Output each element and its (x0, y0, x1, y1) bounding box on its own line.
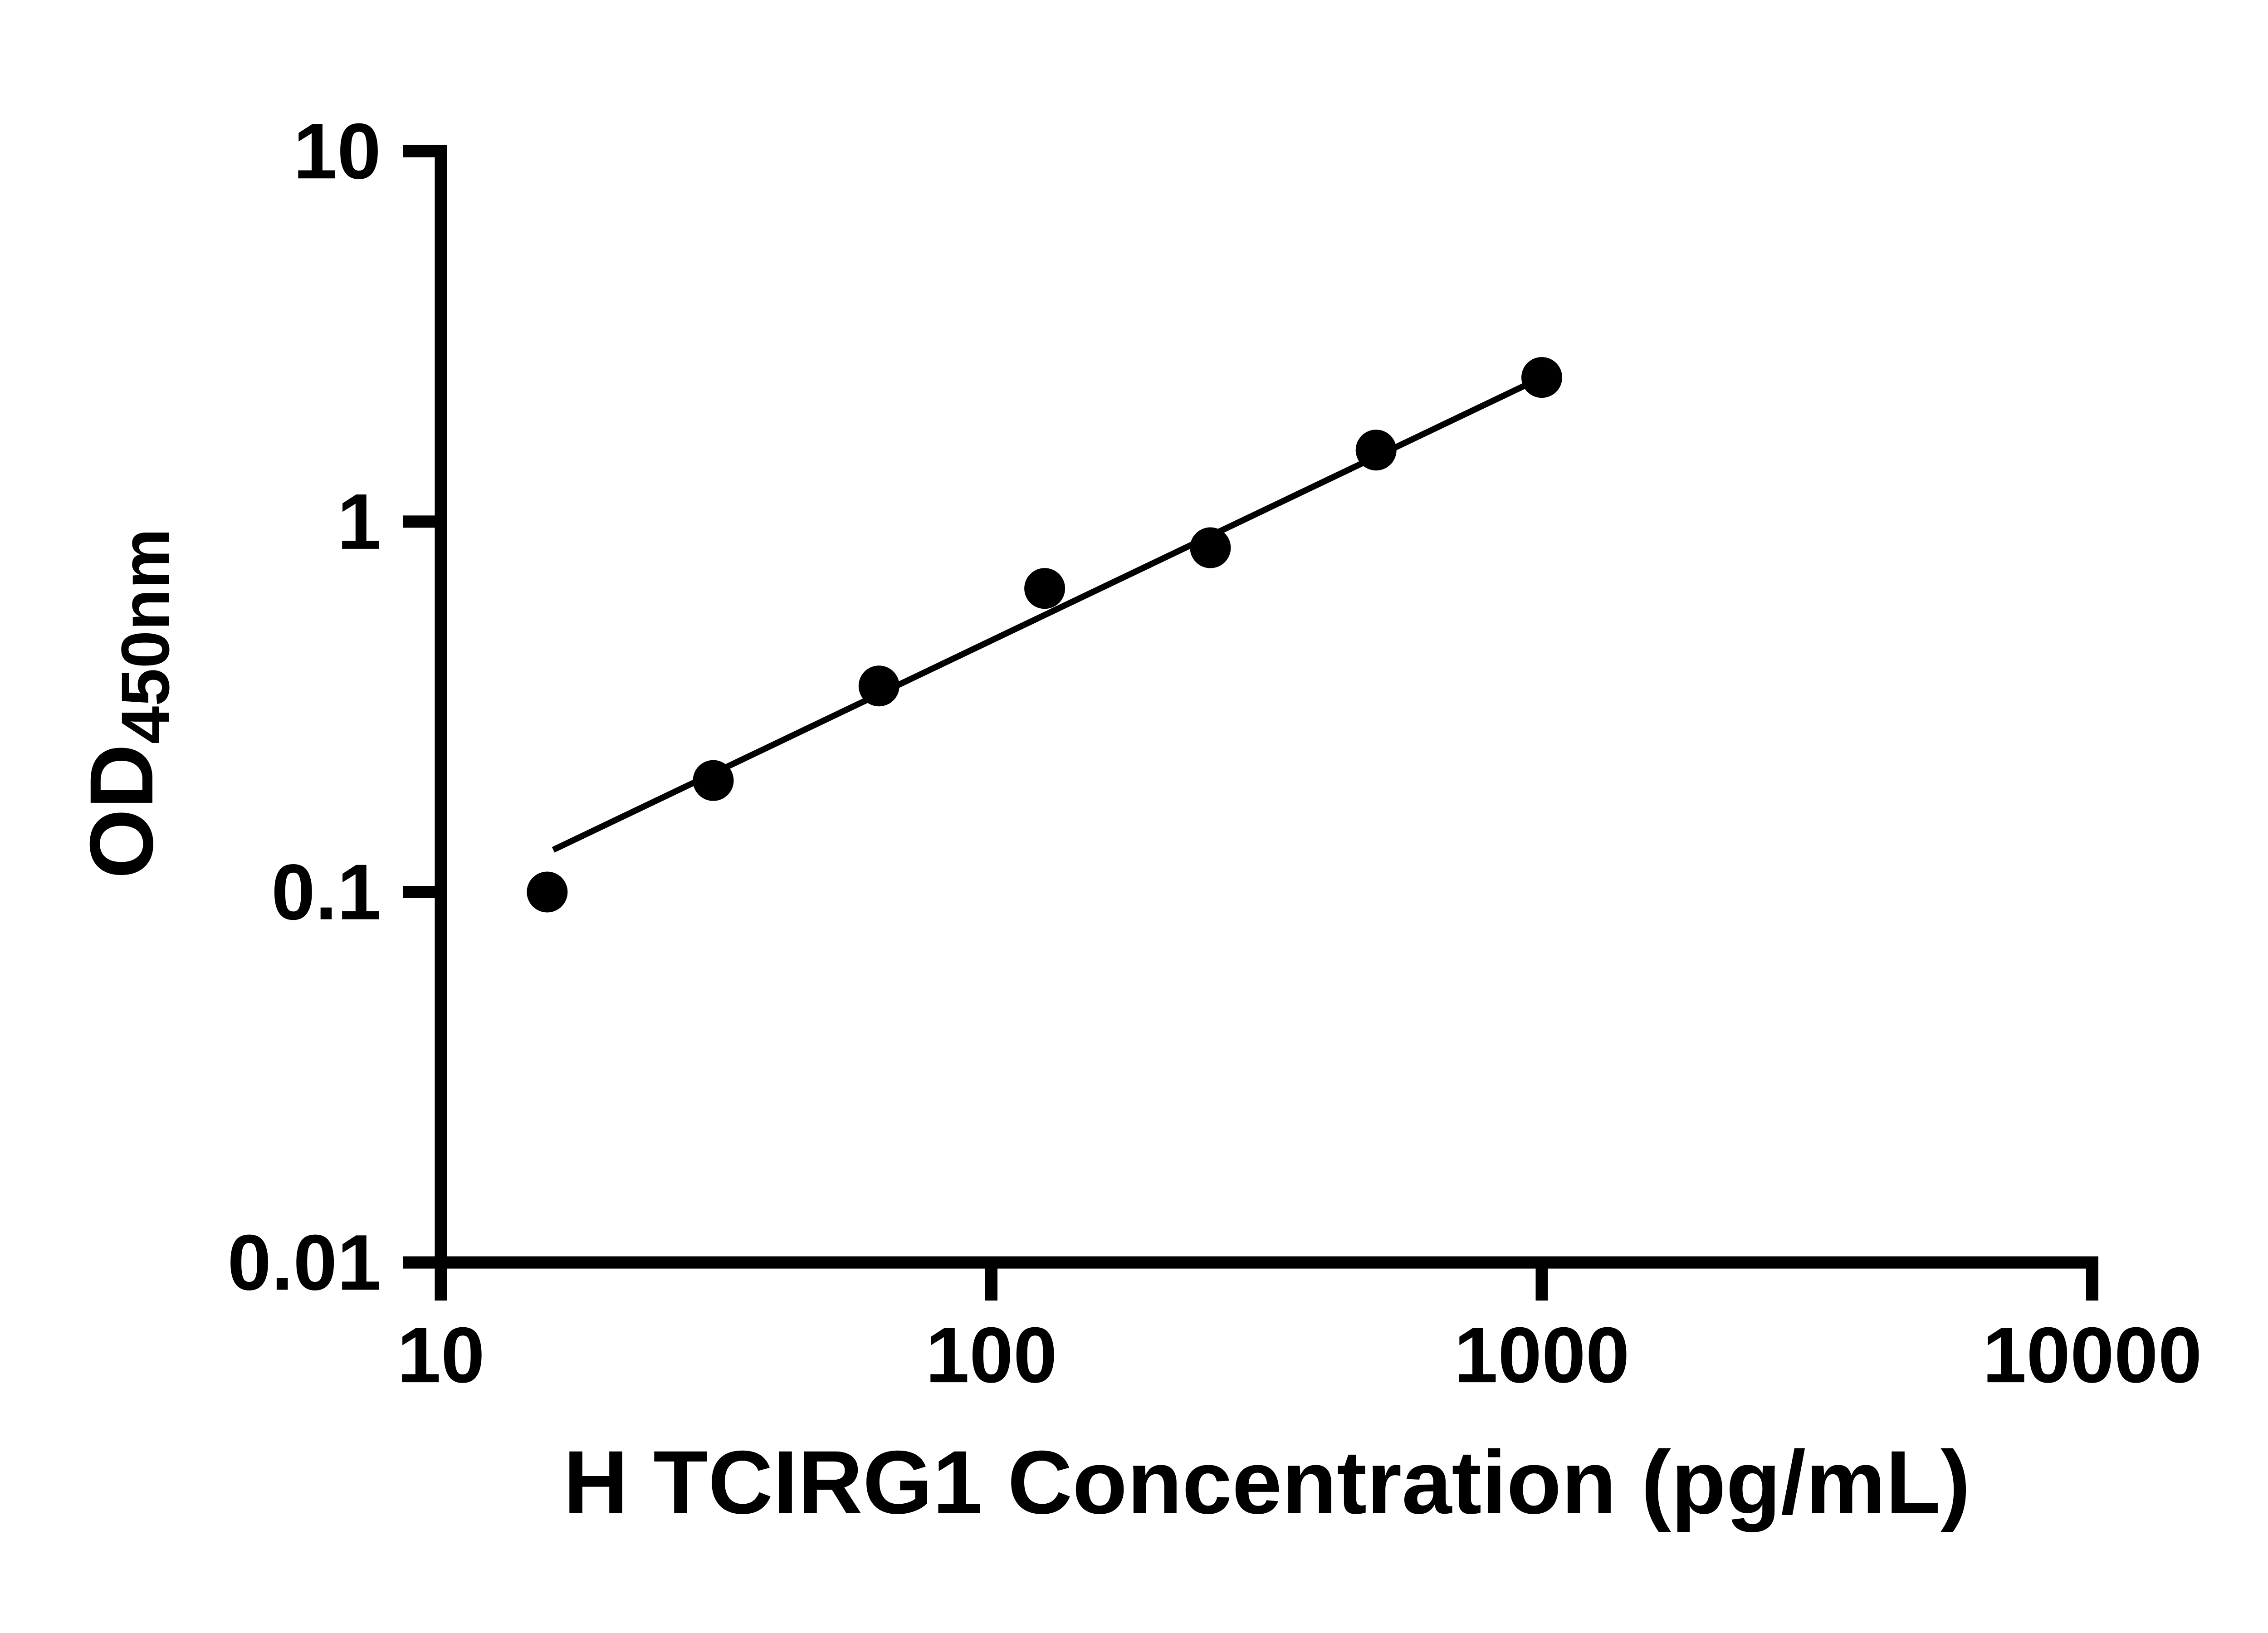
data-point (858, 665, 899, 707)
data-point (1024, 568, 1066, 609)
y-axis-title: OD450nm (71, 528, 183, 879)
x-tick-label: 1000 (1454, 1310, 1629, 1399)
x-tick-label: 100 (925, 1310, 1057, 1399)
data-point (1521, 357, 1562, 398)
y-axis-title-sub: 450nm (107, 528, 183, 744)
plot-layer: 10 100 1000 10000 0.01 0.1 1 10 (227, 107, 2202, 1399)
data-point (527, 871, 568, 913)
y-tick-label: 0.01 (227, 1218, 381, 1306)
y-tick-label: 10 (293, 107, 381, 195)
x-axis-title: H TCIRG1 Concentration (pg/mL) (563, 1432, 1970, 1532)
y-tick-label: 1 (337, 477, 381, 566)
data-point (1190, 527, 1231, 568)
y-tick-label: 0.1 (271, 848, 381, 936)
x-tick-label: 10000 (1983, 1310, 2202, 1399)
y-axis-title-main: OD (71, 744, 171, 879)
data-point (1355, 430, 1397, 471)
x-tick-label: 10 (397, 1310, 485, 1399)
data-point (693, 760, 734, 801)
